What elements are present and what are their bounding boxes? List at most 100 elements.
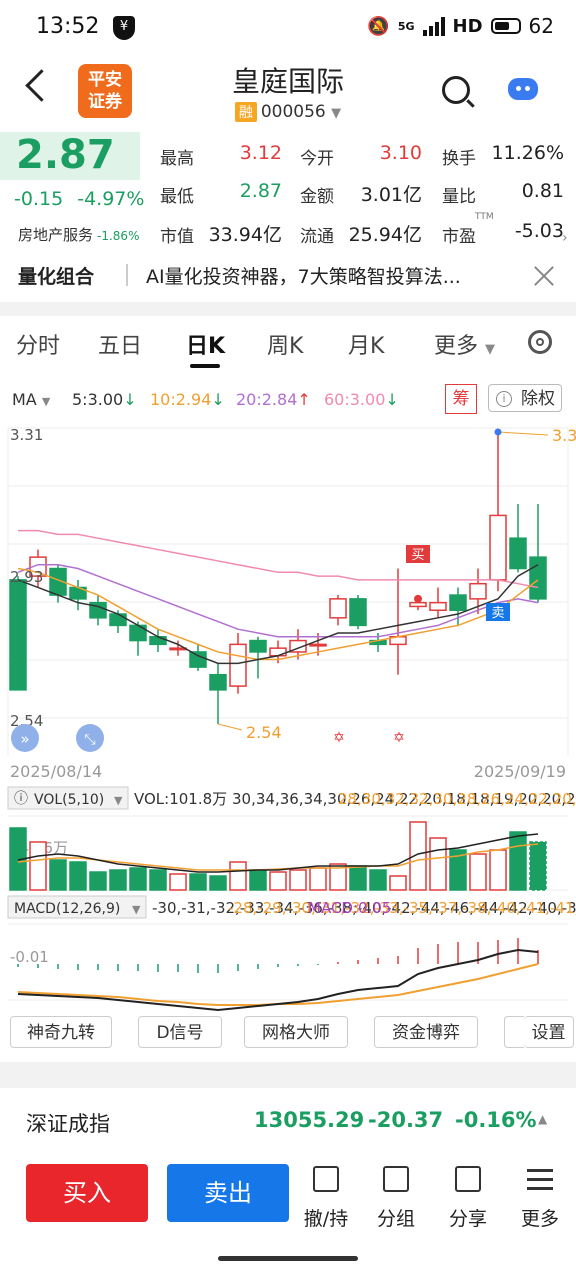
sell-signal-tag[interactable]: 卖 — [486, 603, 510, 621]
macd-label: MACD(12,26,9) — [14, 901, 120, 917]
ma10-legend: 10:2.94↓ — [150, 390, 225, 409]
tab-monthly-k[interactable]: 月K — [348, 334, 385, 359]
star-marker-icon: ✡ — [393, 730, 405, 746]
candle-body — [269, 647, 287, 657]
stock-code-selector[interactable]: 融 000056 ▼ — [0, 102, 576, 122]
logo-line1: 平安 — [88, 70, 122, 90]
volume-bar — [129, 867, 147, 891]
candle-body — [469, 582, 487, 600]
quote-value: 2.87 — [239, 180, 282, 202]
more-label: 更多 — [520, 1208, 559, 1230]
buy-button[interactable]: 买入 — [26, 1164, 148, 1222]
candle-body — [529, 556, 547, 600]
volume-bar — [189, 873, 207, 891]
sector-link[interactable]: 房地产服务 -1.86% — [18, 224, 139, 245]
chevron-down-icon: ▼ — [114, 794, 123, 807]
mute-icon: 🔕 — [367, 15, 390, 37]
indicator-capital-game[interactable]: 资金博弈 — [374, 1016, 478, 1048]
quote-value: -5.03 — [514, 220, 564, 242]
candle-body — [229, 643, 247, 687]
ma20-line — [17, 563, 539, 638]
indicator-settings[interactable]: 设置 — [524, 1016, 574, 1048]
ma60-legend: 60:3.00↓ — [324, 390, 399, 409]
macd-selector[interactable]: MACD(12,26,9) ▼ — [7, 895, 147, 919]
candle-body — [289, 639, 307, 653]
status-bar: 13:52 ¥ 🔕 5G HD 62 — [0, 0, 576, 58]
arrow-down-icon: ↓ — [385, 390, 399, 409]
news-banner[interactable]: 量化组合 AI量化投资神器，7大策略智投算法... — [0, 250, 576, 302]
kline-chart-area[interactable]: 3.31 2.93 2.54 3.31 2.54 买 卖 ✡ ✡ » ⤡ 202… — [0, 418, 576, 1014]
ma-selector[interactable]: MA ▼ — [12, 390, 50, 409]
quote-label: 市值 — [160, 227, 194, 247]
vol-ma10: 28,30,32,32,30,28,26,24,22,20,20,20,20,2… — [338, 790, 576, 808]
ma10-line — [17, 567, 539, 661]
stock-code: 000056 — [260, 102, 326, 122]
candle-body — [189, 651, 207, 668]
search-icon[interactable] — [442, 76, 470, 104]
y-axis-max: 3.31 — [10, 426, 43, 444]
cancel-hold-button[interactable]: 撤/持 — [291, 1152, 361, 1252]
volume-bar — [29, 841, 47, 891]
candle-body — [129, 624, 147, 642]
period-tabs: 分时 五日 日K 周K 月K 更多 ▼ — [0, 316, 576, 374]
fullscreen-button[interactable]: ⤡ — [76, 724, 104, 752]
low-marker-label: 2.54 — [246, 723, 282, 742]
candle-body — [509, 537, 527, 570]
volume-bar — [329, 863, 347, 891]
share-button[interactable]: 分享 — [433, 1152, 503, 1252]
tab-five-day[interactable]: 五日 — [98, 334, 143, 359]
more-button[interactable]: 更多 — [505, 1152, 575, 1252]
volume-bar — [409, 821, 427, 891]
sell-button[interactable]: 卖出 — [167, 1164, 289, 1222]
expand-left-button[interactable]: » — [11, 724, 39, 752]
ma60-line — [18, 529, 539, 589]
news-divider — [126, 264, 128, 286]
tab-daily-k[interactable]: 日K — [186, 334, 226, 359]
network-label: 5G — [397, 19, 415, 33]
candle-body — [429, 601, 447, 611]
menu-icon — [527, 1166, 553, 1190]
quote-label: 最低 — [160, 187, 194, 207]
gear-icon[interactable] — [528, 330, 552, 354]
macd-dea: -28,-29,-30,-31,-32,-33,-35,-37,-38,-40,… — [228, 899, 576, 917]
status-time: 13:52 — [36, 14, 100, 39]
assistant-robot-icon[interactable] — [508, 78, 538, 100]
chevron-up-icon: ▲ — [538, 1112, 548, 1126]
buy-signal-tag[interactable]: 买 — [406, 545, 430, 563]
y-axis-min: 2.54 — [10, 712, 43, 730]
quote-value: 25.94亿 — [348, 224, 422, 246]
arrow-down-icon: ↓ — [123, 390, 137, 409]
indicator-grid-master[interactable]: 网格大师 — [244, 1016, 348, 1048]
status-right: 🔕 5G HD 62 — [367, 14, 554, 38]
volume-bar — [509, 831, 527, 891]
quote-value: 3.10 — [379, 142, 422, 164]
candle-body — [409, 601, 427, 608]
close-icon[interactable] — [533, 265, 555, 287]
home-indicator — [218, 1256, 358, 1261]
candle-body — [209, 673, 227, 691]
expand-chevron-icon[interactable]: › — [562, 230, 568, 246]
arrow-up-icon: ↑ — [297, 390, 311, 409]
group-button[interactable]: 分组 — [361, 1152, 431, 1252]
tab-weekly-k[interactable]: 周K — [267, 334, 304, 359]
macd-value: MACD:0.05 — [308, 899, 391, 917]
indicator-partial[interactable] — [504, 1016, 524, 1048]
index-ticker[interactable]: 深证成指 13055.29 -20.37 -0.16% ▲ — [0, 1088, 576, 1153]
vol-selector[interactable]: ⓘ VOL(5,10) ▼ — [7, 786, 129, 810]
y-axis-mid: 2.93 — [10, 568, 43, 586]
candle-body — [249, 639, 267, 653]
tab-more[interactable]: 更多 ▼ — [434, 328, 495, 360]
candle-body — [309, 643, 327, 647]
signal-icon — [422, 16, 445, 36]
indicator-magic-nine[interactable]: 神奇九转 — [10, 1016, 112, 1048]
ex-rights-button[interactable]: 除权 — [488, 384, 562, 412]
quote-value: 3.01亿 — [360, 184, 422, 206]
chip-distribution-button[interactable]: 筹 — [445, 384, 477, 414]
active-tab-indicator — [190, 364, 220, 368]
tab-intraday[interactable]: 分时 — [16, 334, 61, 359]
volume-bar — [209, 875, 227, 891]
volume-bar — [229, 861, 247, 891]
indicator-d-signal[interactable]: D信号 — [138, 1016, 222, 1048]
high-leader-line — [497, 431, 549, 436]
candle-body — [109, 613, 127, 627]
